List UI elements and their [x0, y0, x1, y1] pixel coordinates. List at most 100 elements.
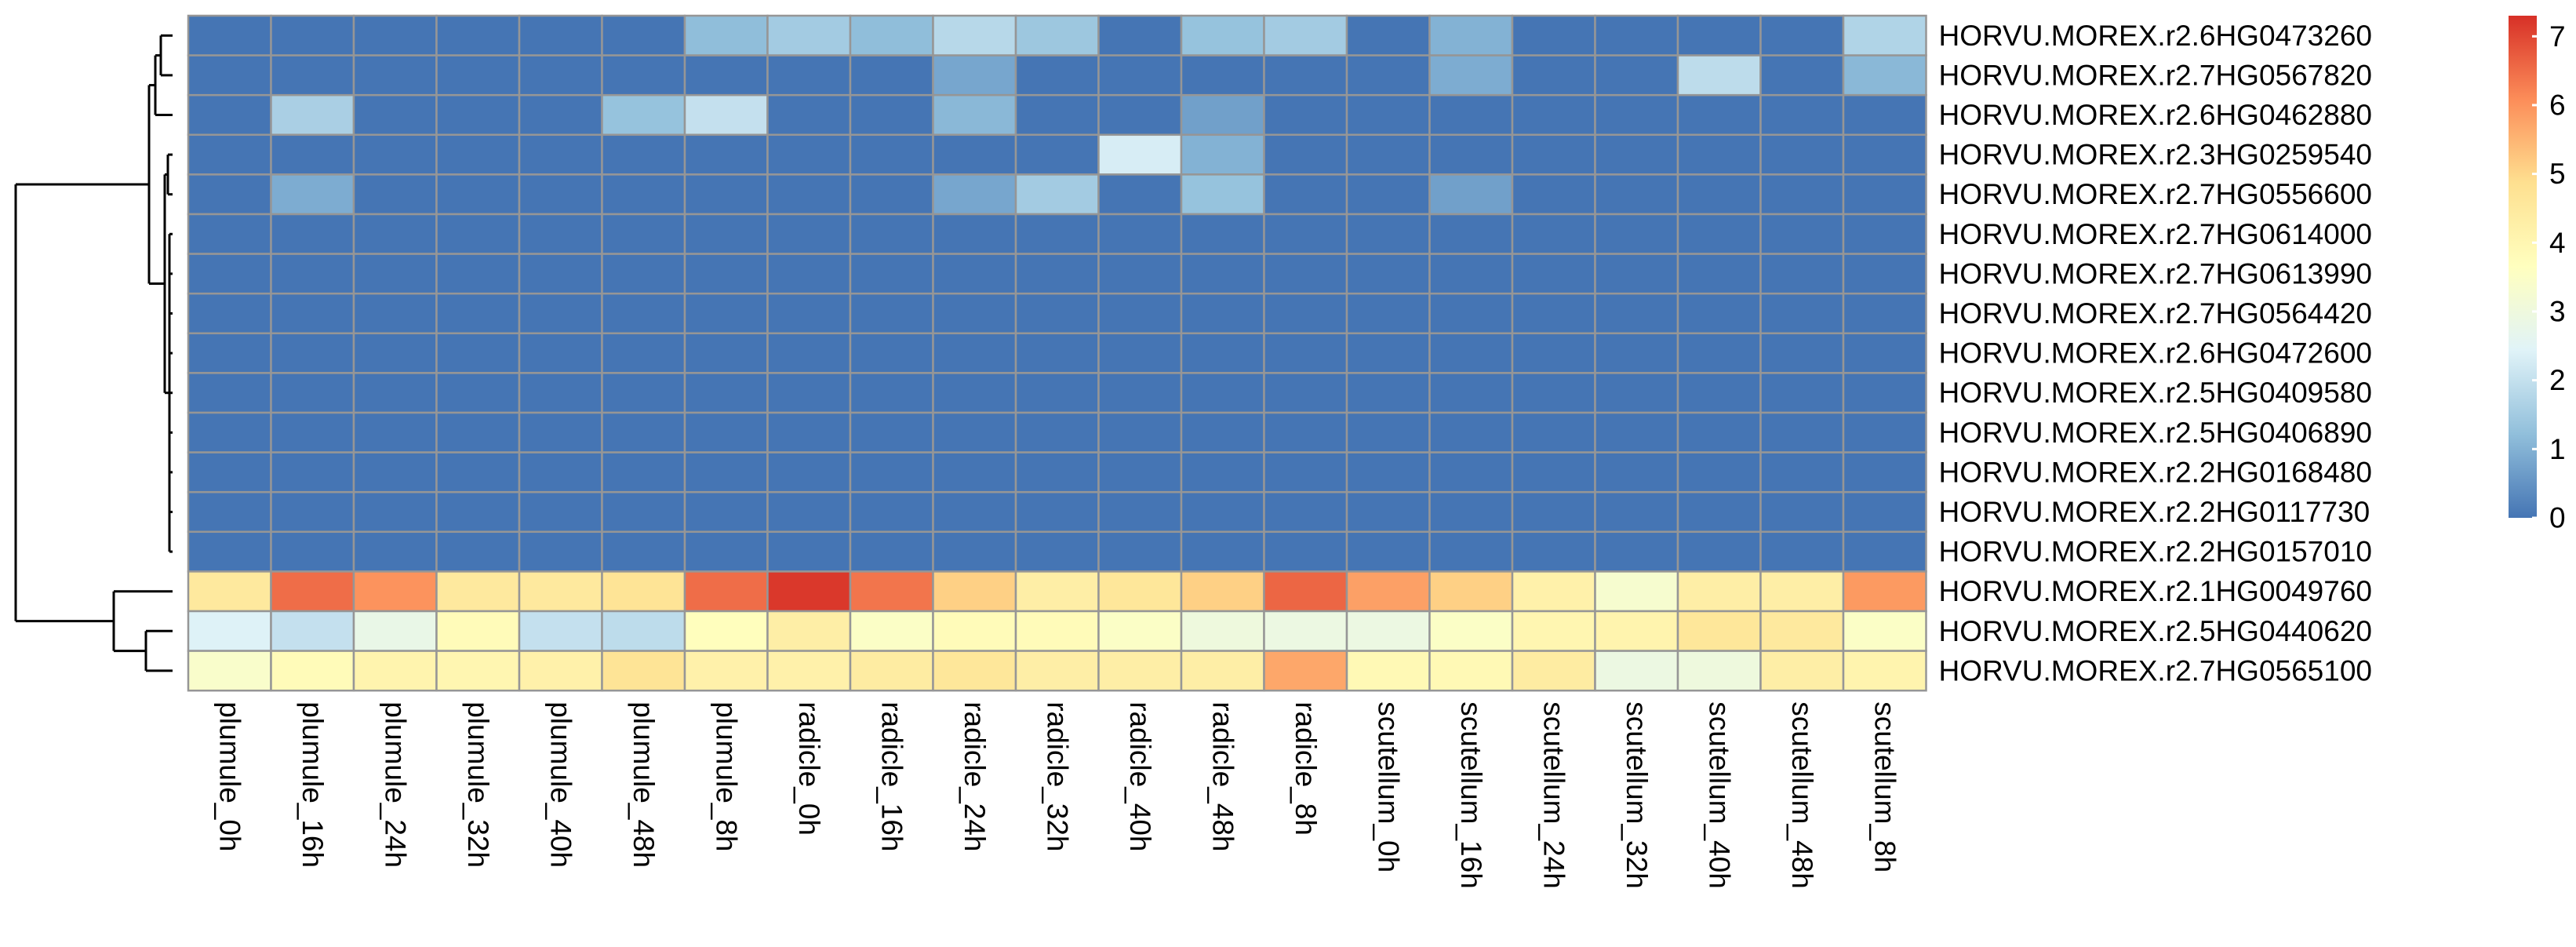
heatmap-cell — [435, 253, 521, 295]
row-label: HORVU.MOREX.r2.2HG0168480 — [1939, 456, 2373, 488]
heatmap-cell — [1180, 332, 1265, 374]
heatmap-cell — [352, 332, 438, 374]
row-dendrogram — [14, 34, 173, 672]
heatmap-cell — [1345, 451, 1431, 494]
heatmap-cell — [1428, 490, 1514, 534]
heatmap-cell — [1428, 133, 1514, 176]
row-label: HORVU.MOREX.r2.2HG0117730 — [1939, 496, 2370, 528]
heatmap-cell — [187, 133, 272, 176]
heatmap-cell — [270, 610, 355, 652]
heatmap-cell — [1180, 411, 1265, 453]
legend-tick-label: 4 — [2549, 227, 2566, 259]
heatmap-cell — [352, 54, 438, 97]
heatmap-cell — [683, 14, 769, 56]
column-label: plumule_32h — [462, 701, 494, 868]
heatmap-cell — [1345, 213, 1431, 255]
column-label: radicle_16h — [875, 701, 908, 851]
heatmap-cell — [932, 372, 1017, 414]
heatmap-cell — [1345, 530, 1431, 573]
heatmap-cell — [1014, 570, 1100, 613]
heatmap-cell — [518, 93, 603, 137]
heatmap-cell — [270, 451, 355, 494]
column-label: radicle_8h — [1290, 701, 1322, 836]
heatmap-cell — [518, 54, 603, 97]
heatmap-cell — [683, 530, 769, 573]
heatmap-cell — [1759, 173, 1845, 216]
heatmap-cell — [1345, 610, 1431, 652]
heatmap-cell — [1594, 213, 1679, 255]
heatmap-cell — [187, 213, 272, 255]
heatmap-cell — [1014, 372, 1100, 414]
heatmap-cell — [1097, 650, 1183, 692]
heatmap-cell — [1180, 372, 1265, 414]
heatmap-cell — [683, 54, 769, 97]
heatmap-cell — [1759, 133, 1845, 176]
heatmap-cell — [518, 490, 603, 534]
legend-tick-label: 5 — [2549, 158, 2566, 190]
heatmap-cell — [1345, 292, 1431, 335]
heatmap-cell — [1759, 530, 1845, 573]
heatmap-cell — [1511, 610, 1596, 652]
heatmap-cell — [435, 411, 521, 453]
heatmap-cell — [1263, 332, 1348, 374]
heatmap-cell — [1676, 14, 1762, 56]
column-labels: plumule_0h plumule_16h plumule_24h plumule_… — [213, 701, 1901, 889]
legend-tick-label: 7 — [2549, 20, 2566, 53]
heatmap-cell — [1594, 610, 1679, 652]
heatmap-cell — [1097, 411, 1183, 453]
heatmap-cell — [1097, 253, 1183, 295]
heatmap-cell — [1842, 411, 1927, 453]
heatmap-cell — [601, 133, 686, 176]
row-label: HORVU.MOREX.r2.5HG0440620 — [1939, 615, 2373, 647]
row-label: HORVU.MOREX.r2.1HG0049760 — [1939, 575, 2373, 607]
heatmap-cell — [849, 93, 934, 137]
heatmap-cell — [270, 372, 355, 414]
heatmap-cell — [1180, 253, 1265, 295]
heatmap-cell — [1676, 490, 1762, 534]
heatmap-cell — [1676, 332, 1762, 374]
heatmap-cell — [601, 451, 686, 494]
heatmap-cell — [932, 332, 1017, 374]
heatmap-cell — [849, 451, 934, 494]
heatmap-cell — [1842, 93, 1927, 137]
column-label: plumule_0h — [213, 701, 246, 851]
heatmap-cell — [1594, 173, 1679, 216]
heatmap-cell — [270, 253, 355, 295]
heatmap-cell — [766, 411, 852, 453]
heatmap-cell — [1180, 570, 1265, 613]
heatmap-cell — [187, 610, 272, 652]
heatmap-cell — [1263, 451, 1348, 494]
heatmap-cell — [1676, 451, 1762, 494]
heatmap-cell — [849, 213, 934, 255]
heatmap-cell — [601, 253, 686, 295]
heatmap-cell — [1014, 490, 1100, 534]
heatmap-cell — [1180, 14, 1265, 56]
heatmap-cell — [1014, 411, 1100, 453]
heatmap-cell — [435, 451, 521, 494]
heatmap-cell — [1759, 570, 1845, 613]
heatmap-cell — [1097, 530, 1183, 573]
row-label: HORVU.MOREX.r2.6HG0472600 — [1939, 337, 2373, 370]
heatmap-cell — [1759, 54, 1845, 97]
heatmap-cell — [849, 372, 934, 414]
heatmap-cell — [352, 14, 438, 56]
heatmap-cell — [849, 133, 934, 176]
heatmap-cell — [1511, 490, 1596, 534]
heatmap-cell — [1511, 650, 1596, 692]
heatmap-cell — [1097, 292, 1183, 335]
heatmap-cell — [1014, 54, 1100, 97]
heatmap-cell — [270, 14, 355, 56]
heatmap-cell — [1345, 372, 1431, 414]
heatmap-cell — [1594, 372, 1679, 414]
heatmap-cell — [1759, 292, 1845, 335]
column-label: radicle_0h — [793, 701, 825, 836]
heatmap-cell — [766, 490, 852, 534]
heatmap-cell — [1511, 213, 1596, 255]
heatmap-cell — [352, 451, 438, 494]
heatmap-cell — [352, 530, 438, 573]
heatmap-cell — [518, 133, 603, 176]
heatmap-cell — [1511, 253, 1596, 295]
heatmap-cell — [683, 411, 769, 453]
heatmap-cell — [1097, 54, 1183, 97]
